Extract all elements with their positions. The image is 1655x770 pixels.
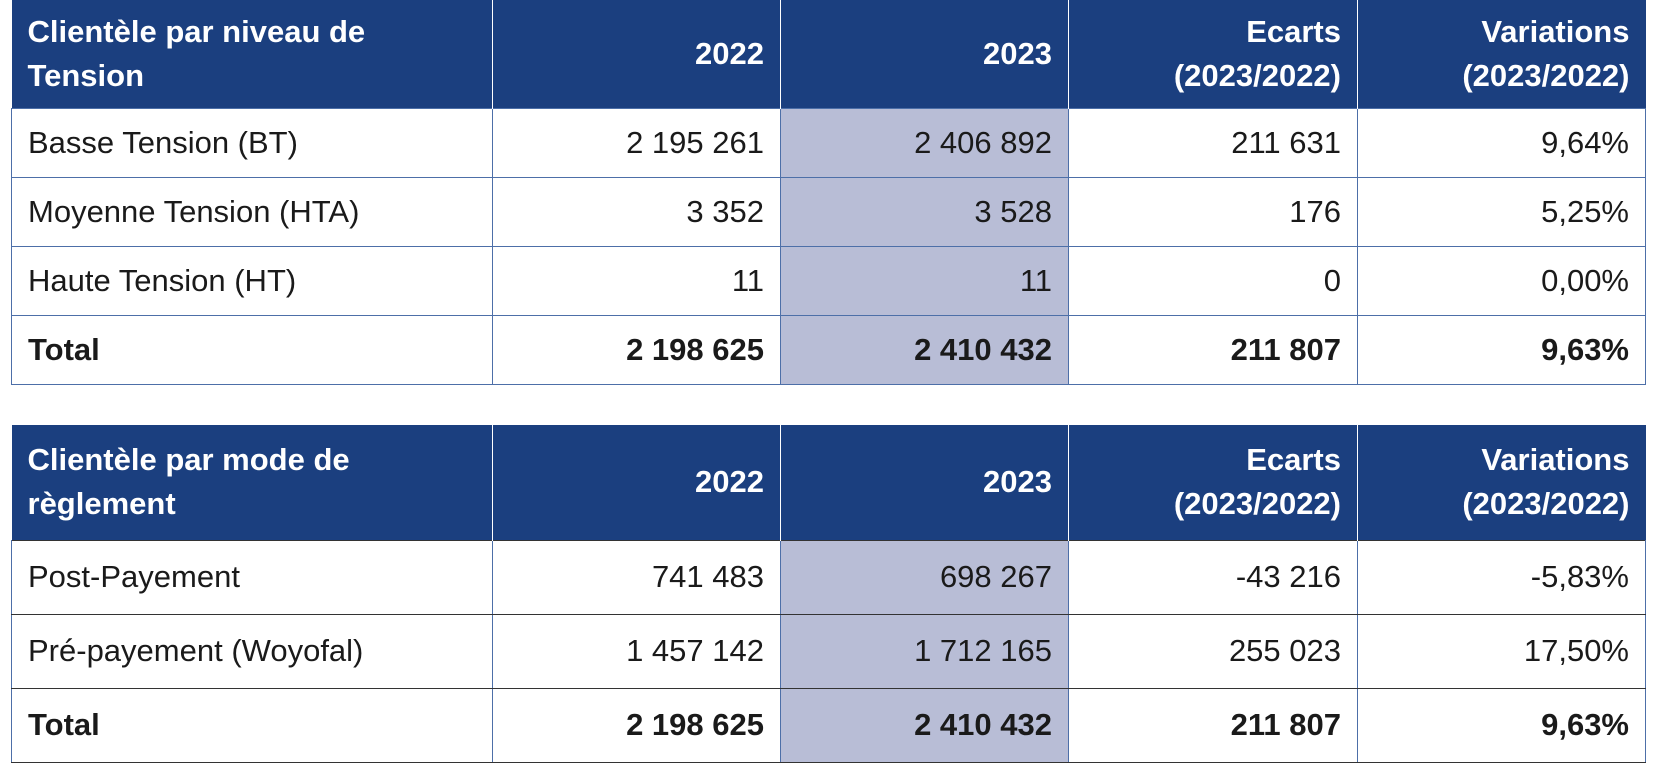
total-ecarts: 211 807: [1068, 314, 1358, 385]
cell-2023: 2 406 892: [780, 107, 1069, 178]
total-2022: 2 198 625: [492, 687, 781, 763]
row-label: Moyenne Tension (HTA): [11, 176, 493, 247]
total-label: Total: [11, 314, 493, 385]
cell-2022: 1 457 142: [492, 613, 781, 689]
total-2023: 2 410 432: [780, 687, 1069, 763]
cell-2023: 1 712 165: [780, 613, 1069, 689]
cell-2022: 2 195 261: [492, 107, 781, 178]
column-header-category: Clientèle par mode de règlement: [11, 425, 493, 540]
total-ecarts: 211 807: [1068, 687, 1358, 763]
cell-variations: 5,25%: [1357, 176, 1646, 247]
table-row: Moyenne Tension (HTA) 3 352 3 528 176 5,…: [11, 176, 1646, 247]
table-row: Basse Tension (BT) 2 195 261 2 406 892 2…: [11, 107, 1646, 178]
total-variations: 9,63%: [1357, 314, 1646, 385]
cell-2022: 3 352: [492, 176, 781, 247]
column-header-2022: 2022: [492, 425, 781, 540]
total-2023: 2 410 432: [780, 314, 1069, 385]
column-header-ecarts: Ecarts (2023/2022): [1068, 425, 1358, 540]
column-header-variations: Variations (2023/2022): [1357, 0, 1646, 108]
cell-2023: 698 267: [780, 539, 1069, 615]
total-row: Total 2 198 625 2 410 432 211 807 9,63%: [11, 687, 1646, 763]
column-header-2022: 2022: [492, 0, 781, 108]
cell-ecarts: -43 216: [1068, 539, 1358, 615]
table-row: Post-Payement 741 483 698 267 -43 216 -5…: [11, 539, 1646, 615]
table-row: Pré-payement (Woyofal) 1 457 142 1 712 1…: [11, 613, 1646, 689]
row-label: Basse Tension (BT): [11, 107, 493, 178]
column-header-category: Clientèle par niveau de Tension: [11, 0, 493, 108]
cell-ecarts: 255 023: [1068, 613, 1358, 689]
cell-variations: 0,00%: [1357, 245, 1646, 316]
table-header-row: Clientèle par mode de règlement 2022 202…: [11, 425, 1646, 540]
cell-ecarts: 176: [1068, 176, 1358, 247]
total-2022: 2 198 625: [492, 314, 781, 385]
total-row: Total 2 198 625 2 410 432 211 807 9,63%: [11, 314, 1646, 385]
cell-2023: 3 528: [780, 176, 1069, 247]
cell-ecarts: 211 631: [1068, 107, 1358, 178]
cell-variations: -5,83%: [1357, 539, 1646, 615]
reglement-table: Clientèle par mode de règlement 2022 202…: [11, 425, 1646, 763]
row-label: Haute Tension (HT): [11, 245, 493, 316]
row-label: Post-Payement: [11, 539, 493, 615]
cell-ecarts: 0: [1068, 245, 1358, 316]
column-header-variations: Variations (2023/2022): [1357, 425, 1646, 540]
table-row: Haute Tension (HT) 11 11 0 0,00%: [11, 245, 1646, 316]
row-label: Pré-payement (Woyofal): [11, 613, 493, 689]
tension-table: Clientèle par niveau de Tension 2022 202…: [11, 0, 1646, 385]
column-header-2023: 2023: [780, 0, 1069, 108]
cell-2022: 741 483: [492, 539, 781, 615]
cell-variations: 17,50%: [1357, 613, 1646, 689]
total-variations: 9,63%: [1357, 687, 1646, 763]
total-label: Total: [11, 687, 493, 763]
cell-2023: 11: [780, 245, 1069, 316]
column-header-ecarts: Ecarts (2023/2022): [1068, 0, 1358, 108]
cell-variations: 9,64%: [1357, 107, 1646, 178]
column-header-2023: 2023: [780, 425, 1069, 540]
table-header-row: Clientèle par niveau de Tension 2022 202…: [11, 0, 1646, 108]
cell-2022: 11: [492, 245, 781, 316]
